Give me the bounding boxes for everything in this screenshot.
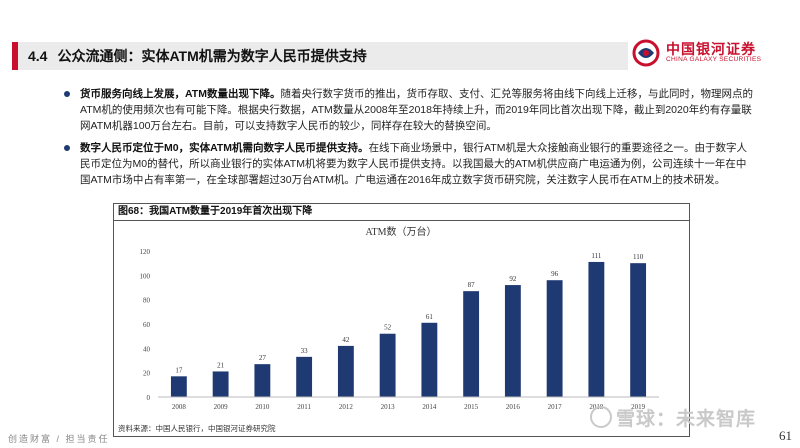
bar [630, 263, 647, 397]
bar-data-label: 17 [175, 366, 183, 374]
bar-data-label: 61 [426, 313, 434, 321]
bar [254, 364, 271, 397]
bar-data-label: 87 [468, 281, 476, 289]
bar [504, 285, 521, 397]
x-tick-label: 2014 [422, 403, 437, 411]
chart-title: ATM数（万台） [365, 225, 436, 238]
watermark: 雪球：未来智库 [590, 404, 756, 431]
x-tick-label: 2017 [548, 403, 563, 411]
atm-bar-chart: ATM数（万台） 0 20 40 60 80 100 120 17 21 27 33 42 52 61 8… [140, 225, 659, 411]
watermark-text: 雪球：未来智库 [616, 409, 757, 430]
page-number: 61 [779, 428, 792, 443]
figure-box: 图68：我国ATM数量于2019年首次出现下降 ATM数（万台） 0 20 40 60… [113, 203, 690, 437]
x-tick-label: 2019 [631, 403, 646, 411]
x-tick-label: 2013 [381, 403, 396, 411]
x-tick-label: 2009 [214, 403, 229, 411]
bullet-lead: 货币服务向线上发展，ATM数量出现下降。 [80, 88, 281, 100]
bar [421, 322, 438, 397]
bar [588, 261, 605, 397]
y-tick-label: 20 [143, 370, 151, 378]
x-axis: 2008 2009 2010 2011 2012 2013 2014 2015 2016 2017… [158, 396, 659, 411]
bar-data-label: 92 [509, 275, 517, 283]
x-tick-label: 2008 [172, 403, 187, 411]
x-tick-label: 2016 [506, 403, 521, 411]
bar [463, 291, 480, 397]
section-title: 公众流通侧：实体ATM机需为数字人民币提供支持 [57, 48, 367, 64]
bar-data-label: 96 [551, 270, 559, 278]
galaxy-logo-icon [632, 39, 660, 67]
x-tick-label: 2010 [255, 403, 270, 411]
footer-motto: 创造财富 / 担当责任 [8, 434, 110, 444]
bar-data-label: 21 [217, 361, 225, 369]
section-number: 4.4 [28, 48, 48, 64]
bar [337, 345, 354, 397]
bar-data-label: 27 [259, 354, 267, 362]
y-axis: 0 20 40 60 80 100 120 [140, 248, 151, 402]
logo-chinese-name: 中国银河证券 [666, 41, 756, 58]
y-tick-label: 100 [140, 272, 151, 280]
bar [170, 376, 187, 397]
figure-source: 资料来源：中国人民银行，中国银河证券研究院 [118, 424, 276, 433]
bullet-list: 货币服务向线上发展，ATM数量出现下降。随着央行数字货币的推出，货币存取、支付、… [64, 86, 754, 194]
bullet-lead: 数字人民币定位于M0，实体ATM机需向数字人民币提供支持。 [80, 142, 369, 154]
y-tick-label: 80 [143, 297, 151, 305]
bullet-item: 数字人民币定位于M0，实体ATM机需向数字人民币提供支持。在线下商业场景中，银行… [64, 140, 754, 188]
y-tick-label: 40 [143, 345, 151, 353]
bar-data-label: 42 [342, 336, 350, 344]
bar [379, 333, 396, 397]
bar-data-label: 33 [301, 347, 309, 355]
y-tick-label: 0 [147, 394, 151, 402]
x-tick-label: 2012 [339, 403, 354, 411]
snowball-logo-icon [590, 406, 612, 428]
y-tick-label: 60 [143, 321, 151, 329]
slide-header: 4.4 公众流通侧：实体ATM机需为数字人民币提供支持 中国银河证券 CHINA… [0, 0, 800, 78]
x-tick-label: 2011 [297, 403, 311, 411]
bar [296, 356, 313, 397]
bullet-text: 随着央行数字货币的推出，货币存取、支付、汇兑等服务将由线下向线上迁移，与此同时，… [80, 88, 753, 132]
figure-label: 图68：我国ATM数量于2019年首次出现下降 [114, 204, 689, 221]
bar [212, 371, 229, 397]
bullet-dot-icon [64, 91, 70, 97]
company-logo: 中国银河证券 CHINA GALAXY SECURITIES [632, 36, 792, 70]
bar-data-label: 111 [591, 252, 601, 260]
bullet-dot-icon [64, 145, 70, 151]
bar-data-label: 52 [384, 324, 392, 332]
bar-data-label: 110 [633, 253, 644, 261]
section-title-bar: 4.4 公众流通侧：实体ATM机需为数字人民币提供支持 [12, 42, 628, 70]
logo-english-name: CHINA GALAXY SECURITIES [666, 55, 762, 63]
bullet-item: 货币服务向线上发展，ATM数量出现下降。随着央行数字货币的推出，货币存取、支付、… [64, 86, 754, 134]
bar [546, 280, 563, 397]
bullet-text: 在线下商业场景中，银行ATM机是大众接触商业银行的重要途径之一。由于数字人民币定… [80, 142, 747, 186]
bar-series: 17 21 27 33 42 52 61 87 92 96 111 110 [170, 252, 647, 397]
y-tick-label: 120 [140, 248, 151, 256]
x-tick-label: 2015 [464, 403, 479, 411]
